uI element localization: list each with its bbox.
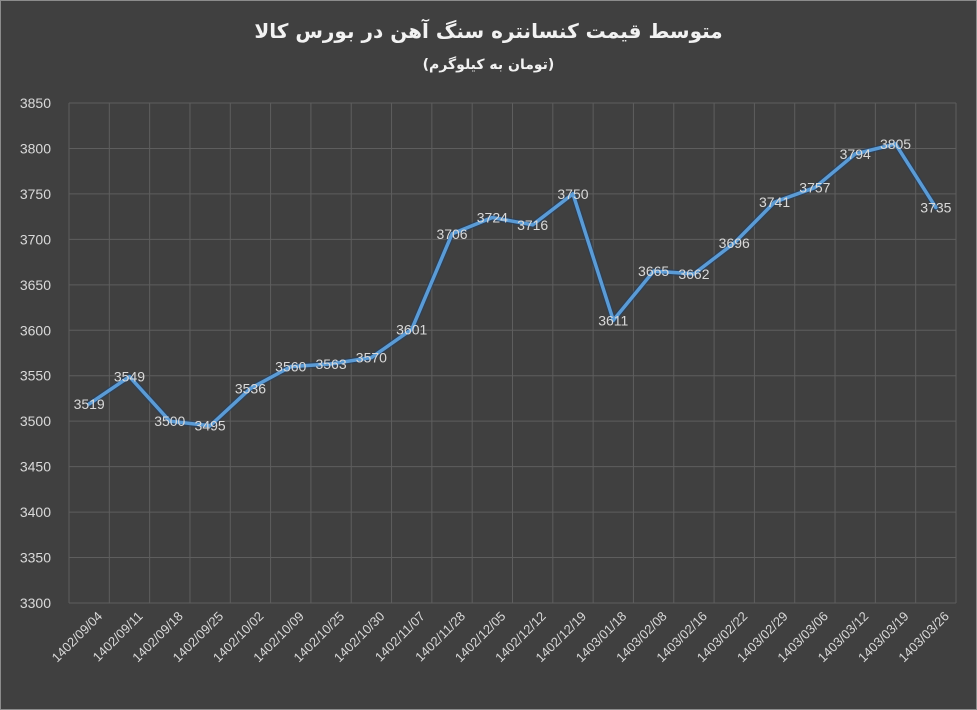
data-point xyxy=(87,402,91,406)
data-point xyxy=(853,152,857,156)
y-tick-label: 3750 xyxy=(20,186,51,202)
data-point xyxy=(611,318,615,322)
y-tick-label: 3850 xyxy=(20,95,51,111)
data-labels: 3519 3549 3500 3495 3536 3560 3563 3570 3601 3706… xyxy=(74,136,952,434)
y-tick-label: 3650 xyxy=(20,277,51,293)
data-label: 3716 xyxy=(517,217,548,233)
data-point xyxy=(208,424,212,428)
y-tick-label: 3800 xyxy=(20,140,51,156)
data-label: 3662 xyxy=(678,266,709,282)
gridlines xyxy=(68,102,957,604)
data-point xyxy=(894,142,898,146)
data-point xyxy=(410,327,414,331)
data-label: 3741 xyxy=(759,194,790,210)
data-label: 3724 xyxy=(477,210,508,226)
data-point xyxy=(652,269,656,273)
data-label: 3757 xyxy=(799,180,830,196)
data-point xyxy=(289,365,293,369)
y-tick-label: 3400 xyxy=(20,504,51,520)
data-label: 3611 xyxy=(598,312,628,328)
series-line xyxy=(87,142,938,428)
data-point xyxy=(813,186,817,190)
data-label: 3563 xyxy=(315,356,346,372)
data-point xyxy=(773,200,777,204)
y-tick-label: 3700 xyxy=(20,231,51,247)
data-label: 3560 xyxy=(275,359,306,375)
data-label: 3794 xyxy=(840,146,871,162)
data-point xyxy=(531,223,535,227)
data-label: 3706 xyxy=(436,226,467,242)
data-point xyxy=(571,192,575,196)
data-point xyxy=(329,362,333,366)
data-label: 3570 xyxy=(356,350,387,366)
data-label: 3665 xyxy=(638,263,669,279)
data-point xyxy=(732,241,736,245)
series-line-layer xyxy=(86,140,939,429)
data-point xyxy=(450,232,454,236)
data-label: 3805 xyxy=(880,136,911,152)
data-label: 3750 xyxy=(557,186,588,202)
data-label: 3549 xyxy=(114,369,145,385)
data-label: 3519 xyxy=(74,396,105,412)
data-label: 3500 xyxy=(154,413,185,429)
y-tick-label: 3600 xyxy=(20,322,51,338)
y-axis-ticks: 3300 3350 3400 3450 3500 3550 3600 3650 3700 3750… xyxy=(20,95,51,611)
data-label: 3495 xyxy=(195,418,226,434)
y-tick-label: 3450 xyxy=(20,459,51,475)
y-tick-label: 3350 xyxy=(20,550,51,566)
data-point xyxy=(127,375,131,379)
data-label: 3735 xyxy=(920,200,951,216)
data-point xyxy=(692,272,696,276)
data-label: 3601 xyxy=(396,321,427,337)
y-tick-label: 3500 xyxy=(20,413,51,429)
data-label: 3696 xyxy=(719,235,750,251)
y-tick-label: 3550 xyxy=(20,368,51,384)
x-axis-ticks: 1402/09/041402/09/111402/09/181402/09/25… xyxy=(49,609,952,666)
chart-subtitle: (تومان به کیلوگرم) xyxy=(422,57,555,73)
data-point xyxy=(369,356,373,360)
y-tick-label: 3300 xyxy=(20,595,51,611)
data-point xyxy=(168,419,172,423)
data-label: 3536 xyxy=(235,380,266,396)
data-point xyxy=(490,216,494,220)
chart-title: متوسط قیمت کنسانتره سنگ آهن در بورس کالا xyxy=(254,19,723,43)
data-point xyxy=(248,386,252,390)
data-point xyxy=(934,206,938,210)
